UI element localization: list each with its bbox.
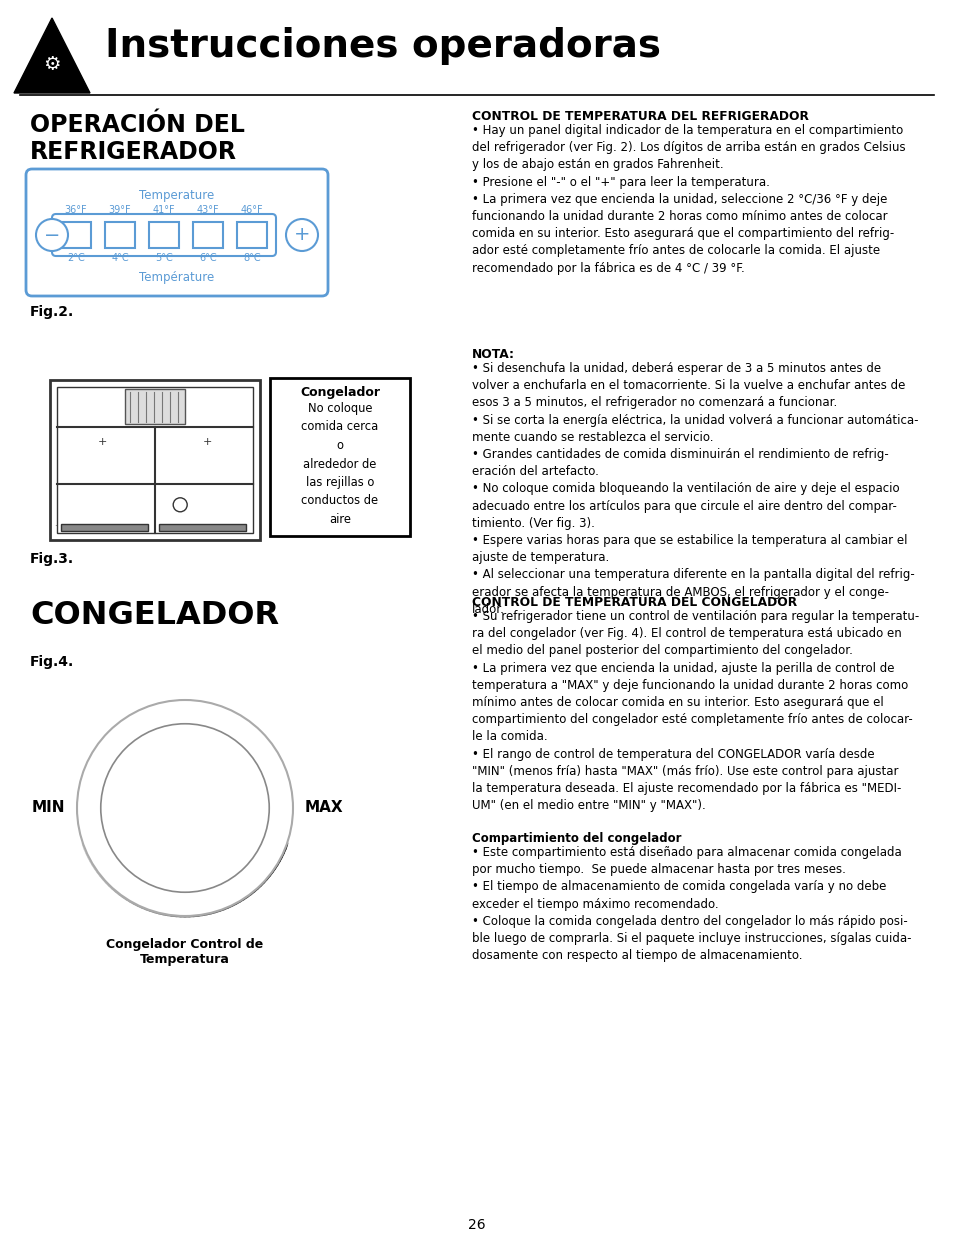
Text: NOTA:: NOTA: — [472, 348, 515, 361]
Text: CONTROL DE TEMPERATURA DEL CONGELADOR: CONTROL DE TEMPERATURA DEL CONGELADOR — [472, 597, 797, 609]
Text: Instrucciones operadoras: Instrucciones operadoras — [105, 27, 660, 65]
Bar — [159, 524, 246, 531]
Text: 5°C: 5°C — [155, 253, 172, 263]
Text: Température: Température — [139, 270, 214, 284]
Text: 4°C: 4°C — [112, 253, 129, 263]
Circle shape — [77, 700, 293, 916]
Text: MAX: MAX — [305, 800, 343, 815]
Text: Congelador Control de
Temperatura: Congelador Control de Temperatura — [107, 939, 263, 966]
Text: . .: . . — [55, 519, 63, 529]
Bar — [50, 380, 260, 540]
Circle shape — [173, 498, 187, 511]
Text: No coloque
comida cerca
o
alrededor de
las rejillas o
conductos de
aire: No coloque comida cerca o alrededor de l… — [301, 403, 378, 526]
Bar — [61, 524, 148, 531]
Text: ⚙: ⚙ — [43, 56, 61, 74]
Text: +: + — [98, 437, 107, 447]
Text: Fig.2.: Fig.2. — [30, 305, 74, 319]
Bar — [236, 222, 267, 248]
Text: • Hay un panel digital indicador de la temperatura en el compartimiento
del refr: • Hay un panel digital indicador de la t… — [472, 124, 904, 274]
Text: CONTROL DE TEMPERATURA DEL REFRIGERADOR: CONTROL DE TEMPERATURA DEL REFRIGERADOR — [472, 110, 808, 124]
Text: • Su refrigerador tiene un control de ventilación para regular la temperatu-
ra : • Su refrigerador tiene un control de ve… — [472, 610, 919, 813]
Text: 8°C: 8°C — [243, 253, 260, 263]
Text: 6°C: 6°C — [199, 253, 216, 263]
Circle shape — [101, 724, 269, 892]
FancyBboxPatch shape — [52, 214, 275, 256]
Bar — [149, 222, 179, 248]
Text: Congelador: Congelador — [299, 387, 379, 399]
Text: 26: 26 — [468, 1218, 485, 1233]
Bar — [270, 378, 410, 536]
Bar — [57, 387, 253, 534]
Text: +: + — [203, 437, 212, 447]
Text: +: + — [294, 226, 310, 245]
Bar — [105, 222, 135, 248]
Text: MIN: MIN — [31, 800, 65, 815]
Text: REFRIGERADOR: REFRIGERADOR — [30, 140, 236, 164]
Text: 36°F: 36°F — [65, 205, 88, 215]
Polygon shape — [14, 19, 90, 93]
Text: Temperature: Temperature — [139, 189, 214, 203]
Bar — [61, 222, 91, 248]
Circle shape — [36, 219, 68, 251]
Text: Fig.4.: Fig.4. — [30, 655, 74, 669]
Text: Fig.3.: Fig.3. — [30, 552, 74, 566]
FancyBboxPatch shape — [26, 169, 328, 296]
Circle shape — [286, 219, 317, 251]
Text: • Si desenchufa la unidad, deberá esperar de 3 a 5 minutos antes de
volver a enc: • Si desenchufa la unidad, deberá espera… — [472, 362, 918, 616]
Text: 39°F: 39°F — [109, 205, 132, 215]
Text: 43°F: 43°F — [196, 205, 219, 215]
Text: OPERACIÓN DEL: OPERACIÓN DEL — [30, 112, 245, 137]
Text: −: − — [44, 226, 60, 245]
Bar — [125, 389, 185, 424]
Bar — [193, 222, 223, 248]
Text: CONGELADOR: CONGELADOR — [30, 600, 279, 631]
Text: • Este compartimiento está diseñado para almacenar comida congelada
por mucho ti: • Este compartimiento está diseñado para… — [472, 846, 910, 962]
Text: 2°C: 2°C — [67, 253, 85, 263]
Text: 41°F: 41°F — [152, 205, 175, 215]
Text: Compartimiento del congelador: Compartimiento del congelador — [472, 832, 680, 845]
Text: 46°F: 46°F — [240, 205, 263, 215]
